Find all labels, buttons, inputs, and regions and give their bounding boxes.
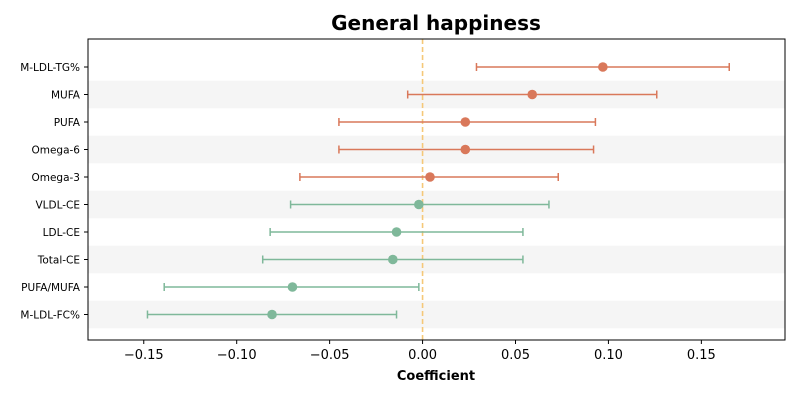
x-tick-label: 0.15 [687,348,716,363]
y-tick-label: MUFA [51,90,81,102]
x-tick-label: −0.05 [310,348,350,363]
x-axis-label: Coefficient [397,369,475,384]
y-tick-label: Omega-3 [31,172,80,184]
estimate-point [460,144,471,155]
x-axis-ticks: −0.15 −0.10 −0.05 0.00 0.05 0.10 0.15 [124,340,716,363]
y-tick-label: Total-CE [37,255,80,267]
estimate-point [527,89,538,100]
estimate-point [460,117,471,127]
estimate-point [287,282,298,292]
y-tick-label: PUFA/MUFA [21,282,81,294]
estimate-point [267,309,277,320]
estimate-point [598,62,608,72]
plot-frame [87,38,786,341]
y-tick-label: M-LDL-TG% [20,62,80,74]
y-tick-label: M-LDL-FC% [20,310,80,322]
y-axis-ticks: M-LDL-TG% MUFA PUFA Omega-6 Omega-3 VLDL-CE LD… [20,62,88,322]
x-tick-label: 0.10 [594,348,623,363]
x-tick-label: −0.10 [217,348,257,363]
chart-marks [146,62,730,320]
y-tick-label: Omega-6 [31,145,80,157]
estimate-point [414,199,424,210]
x-tick-label: −0.15 [124,348,164,363]
estimate-point [391,227,402,237]
x-tick-label: 0.00 [408,348,437,363]
chart-title: General happiness [331,11,541,35]
estimate-point [425,172,435,182]
y-tick-label: VLDL-CE [35,200,80,212]
estimate-point [388,254,398,265]
y-tick-label: LDL-CE [43,227,80,239]
x-tick-label: 0.05 [501,348,530,363]
y-tick-label: PUFA [54,117,81,129]
